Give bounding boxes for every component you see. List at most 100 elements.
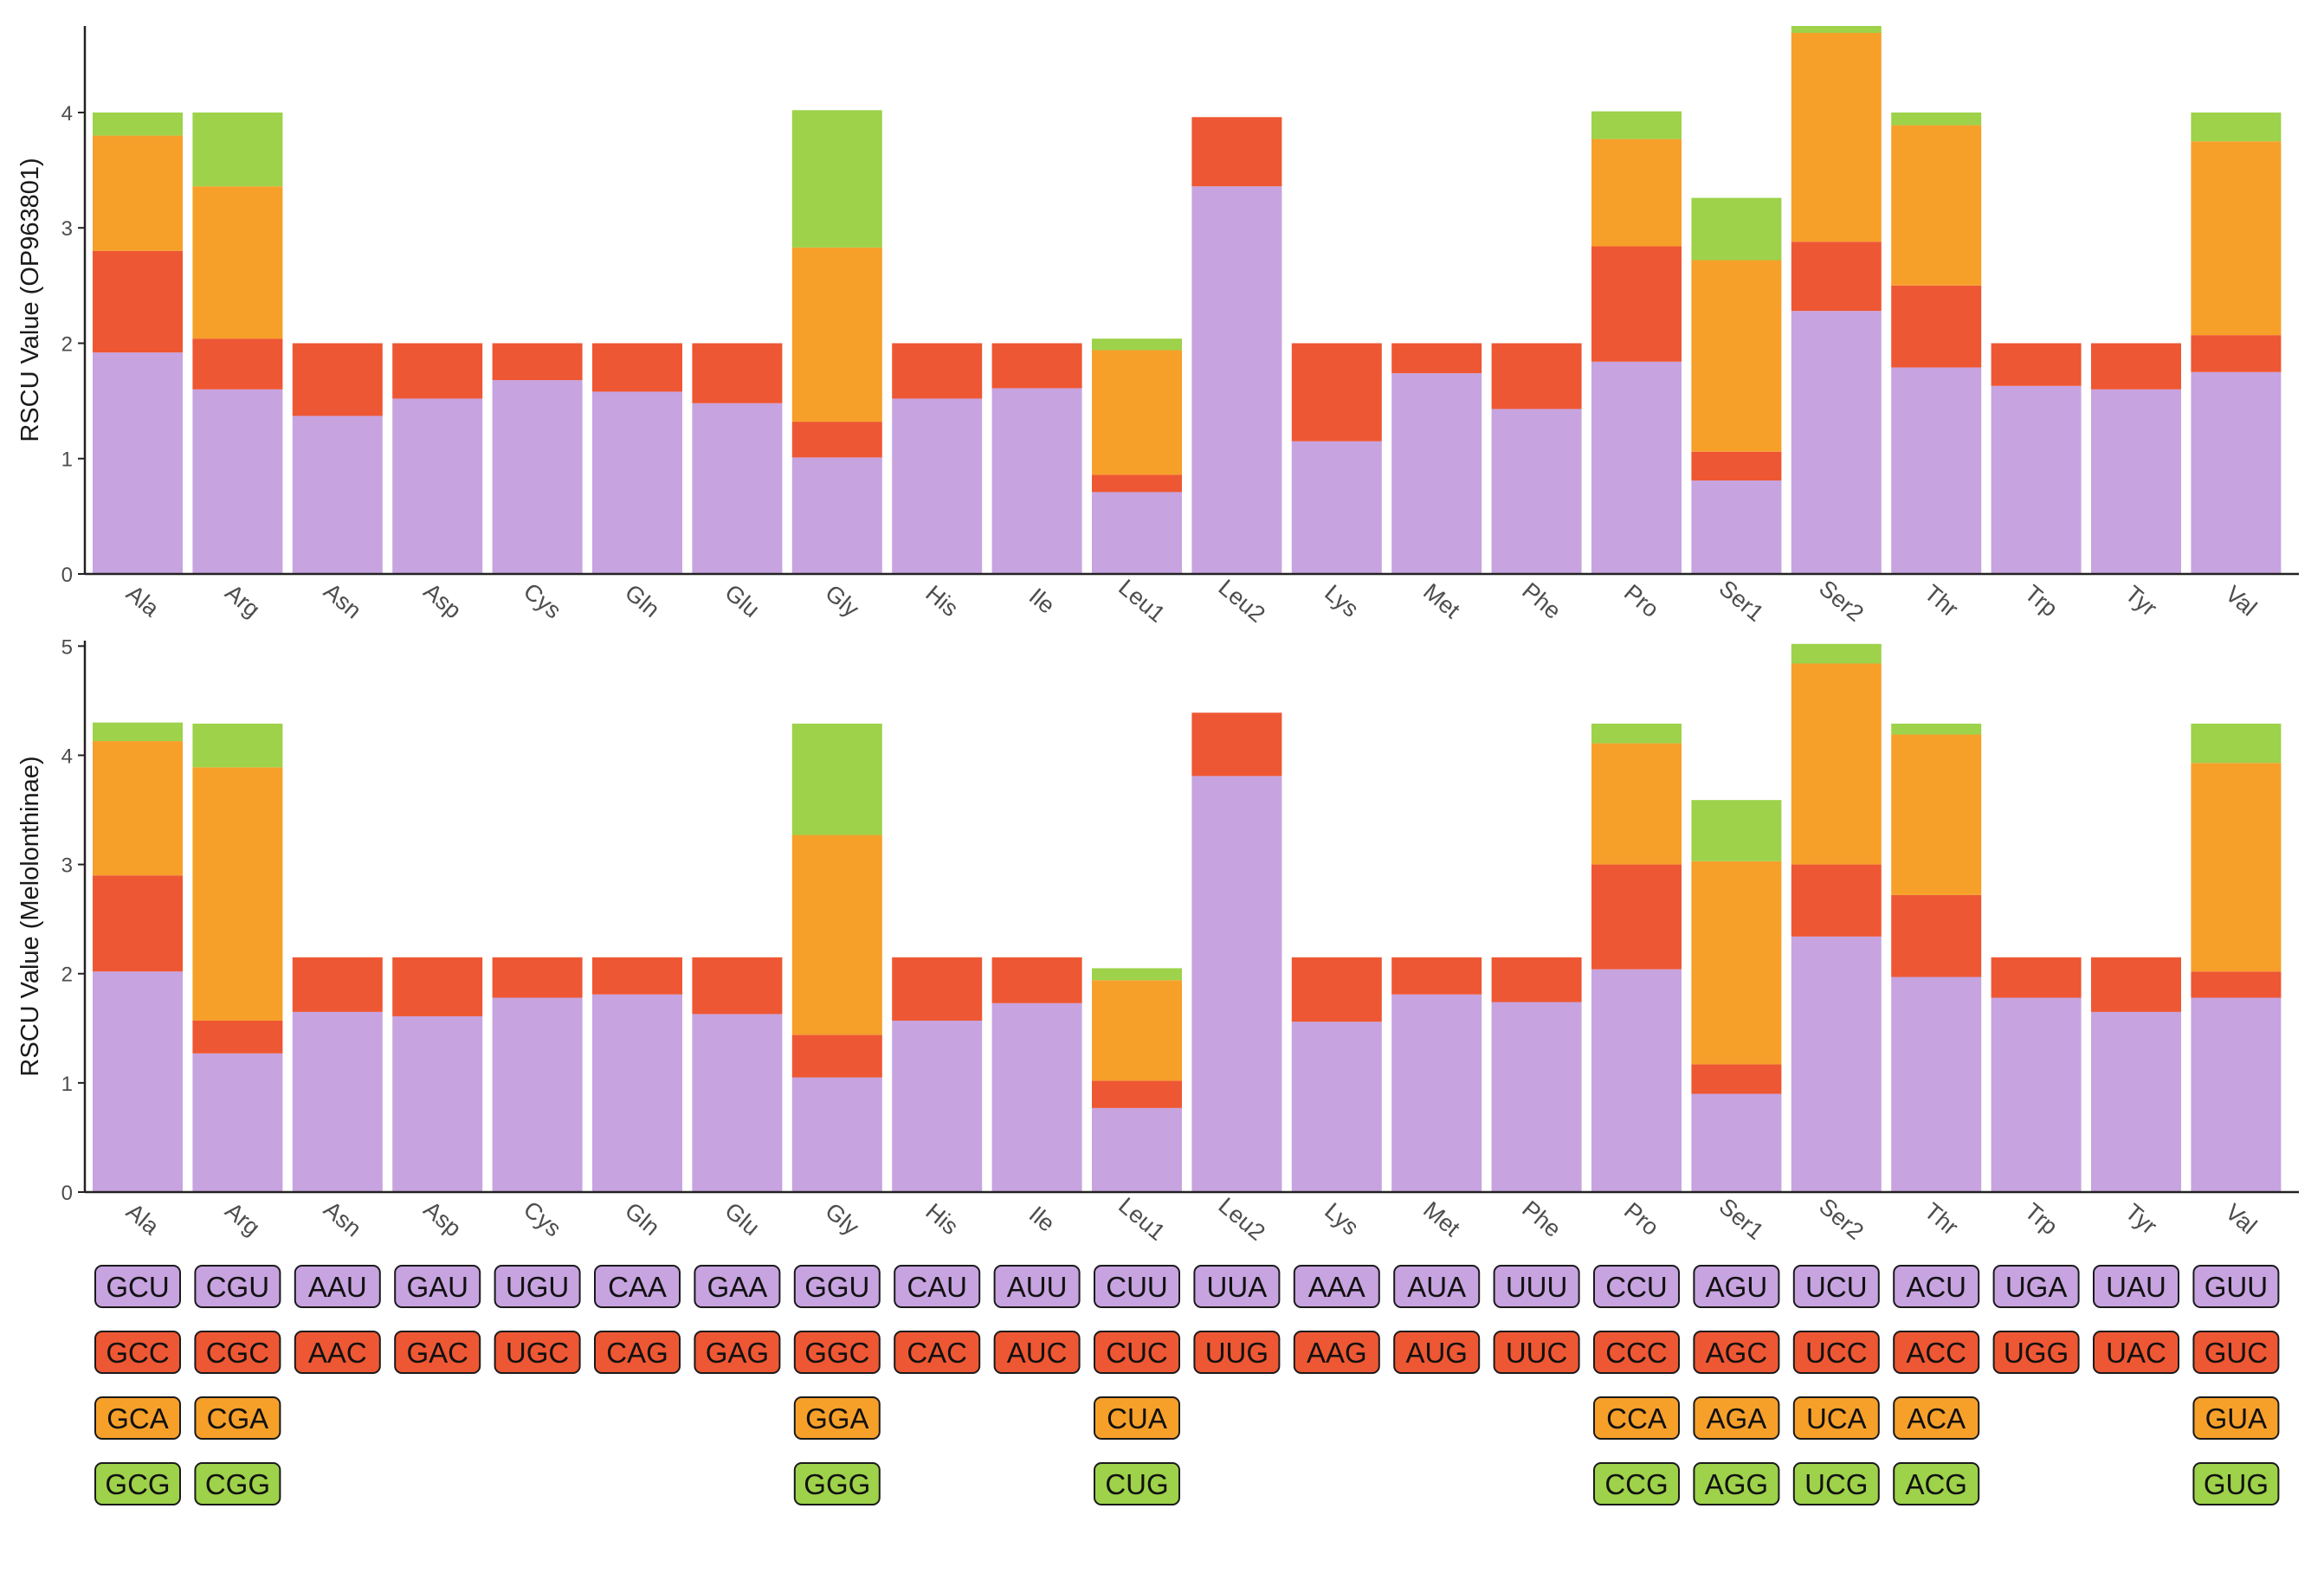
bar-lys-codon1 — [1291, 1022, 1382, 1192]
bar-met-codon1 — [1391, 373, 1482, 574]
bar-thr-codon2 — [1891, 894, 1982, 977]
x-tick-label: Val — [2220, 581, 2262, 622]
codon-label: UGC — [506, 1337, 569, 1369]
codon-label: GAG — [706, 1337, 769, 1369]
bar-ala-codon2 — [93, 875, 183, 972]
bar-ala-codon4 — [93, 112, 183, 136]
codon-label: GUA — [2205, 1402, 2268, 1434]
codon-box — [894, 1331, 981, 1374]
codon-box — [793, 1265, 881, 1308]
codon-label: AUC — [1007, 1337, 1068, 1369]
codon-label: GCC — [106, 1337, 169, 1369]
codon-box — [1593, 1331, 1680, 1374]
codon-label: GUC — [2205, 1337, 2268, 1369]
codon-box — [1893, 1265, 1980, 1308]
x-tick-label: Asp — [419, 578, 467, 624]
bar-arg-codon1 — [192, 389, 283, 574]
codon-box — [1094, 1331, 1180, 1374]
bar-ser1-codon4 — [1691, 197, 1782, 261]
bar-asp-codon1 — [392, 1015, 483, 1192]
codon-box — [1893, 1396, 1980, 1440]
codon-label: CCU — [1605, 1271, 1668, 1303]
bar-met-codon1 — [1391, 994, 1482, 1192]
x-tick-label: Gly — [820, 1198, 864, 1241]
bar-thr-codon4 — [1891, 112, 1982, 126]
codon-box — [894, 1265, 981, 1308]
codon-box — [1293, 1331, 1380, 1374]
codon-box — [1792, 1265, 1880, 1308]
bar-ser1-codon1 — [1691, 1093, 1782, 1192]
bar-asp-codon1 — [392, 398, 483, 574]
codon-box — [1893, 1462, 1980, 1505]
x-tick-label: Ala — [121, 580, 165, 622]
codon-label: UGG — [2004, 1337, 2069, 1369]
bar-thr-codon3 — [1891, 125, 1982, 286]
bar-ile-codon2 — [991, 343, 1082, 389]
bar-trp-codon2 — [1991, 957, 2082, 998]
bar-ile-codon2 — [991, 957, 1082, 1003]
bar-gly-codon2 — [791, 422, 882, 458]
codon-label: GGG — [804, 1468, 870, 1500]
bar-val-codon1 — [2191, 371, 2282, 574]
codon-box — [94, 1331, 181, 1374]
codon-box — [2192, 1265, 2280, 1308]
codon-label: CGG — [205, 1468, 270, 1500]
codon-box — [1792, 1462, 1880, 1505]
bar-his-codon2 — [892, 957, 983, 1021]
bar-leu2-codon1 — [1191, 776, 1282, 1192]
bar-ser2-codon2 — [1791, 242, 1882, 312]
codon-box — [2093, 1265, 2179, 1308]
x-tick-label: Ser1 — [1714, 575, 1769, 627]
bar-arg-codon4 — [192, 112, 283, 187]
codon-box — [993, 1331, 1081, 1374]
x-tick-label: Trp — [2020, 1198, 2063, 1240]
bar-thr-codon1 — [1891, 367, 1982, 574]
codon-label: ACC — [1906, 1337, 1966, 1369]
bar-thr-codon1 — [1891, 977, 1982, 1192]
bar-gln-codon1 — [592, 391, 682, 574]
codon-label: CCC — [1605, 1337, 1668, 1369]
bar-leu2-codon2 — [1191, 712, 1282, 777]
codon-label: CAU — [907, 1271, 967, 1303]
codon-box — [993, 1265, 1081, 1308]
bar-ile-codon1 — [991, 388, 1082, 574]
bar-gln-codon1 — [592, 994, 682, 1192]
codon-label: AUA — [1407, 1271, 1466, 1303]
bar-leu1-codon2 — [1092, 1080, 1182, 1108]
codon-box — [294, 1265, 381, 1308]
codon-box — [1094, 1462, 1180, 1505]
codon-label: CGA — [207, 1402, 269, 1434]
bar-val-codon4 — [2191, 112, 2282, 142]
codon-label: UAC — [2106, 1337, 2166, 1369]
codon-label: UGA — [2005, 1271, 2068, 1303]
codon-label: UCA — [1806, 1402, 1867, 1434]
codon-box — [1693, 1265, 1780, 1308]
bar-gly-codon1 — [791, 457, 882, 574]
bar-his-codon1 — [892, 1020, 983, 1192]
x-tick-label: Trp — [2020, 580, 2063, 622]
codon-label: UCU — [1805, 1271, 1868, 1303]
codon-label: AGU — [1706, 1271, 1768, 1303]
bar-cys-codon2 — [492, 343, 583, 381]
codon-label: AGG — [1705, 1468, 1768, 1500]
bar-phe-codon2 — [1491, 957, 1582, 1002]
x-tick-label: Ala — [121, 1198, 165, 1241]
x-tick-label: Lys — [1320, 579, 1364, 622]
codon-label: AGA — [1707, 1402, 1767, 1434]
codon-label: ACG — [1905, 1468, 1967, 1500]
x-tick-label: Glu — [720, 1197, 764, 1241]
codon-label: AAG — [1307, 1337, 1367, 1369]
codon-box — [2093, 1331, 2179, 1374]
codon-label: UUC — [1506, 1337, 1568, 1369]
panel-melolonthinae: RSCU Value (Melolonthinae) Ala Arg Asn Asp Cy… — [16, 635, 2299, 1246]
codon-box — [1593, 1396, 1680, 1440]
x-tick-label: Thr — [1920, 1198, 1963, 1241]
bar-thr-codon2 — [1891, 285, 1982, 368]
bar-asp-codon2 — [392, 957, 483, 1016]
codon-box — [1693, 1462, 1780, 1505]
codon-box — [394, 1265, 481, 1308]
x-tick-label: Phe — [1517, 1196, 1565, 1242]
bar-lys-codon2 — [1291, 957, 1382, 1022]
x-tick-label: Phe — [1517, 577, 1565, 624]
bar-pro-codon3 — [1591, 139, 1682, 247]
